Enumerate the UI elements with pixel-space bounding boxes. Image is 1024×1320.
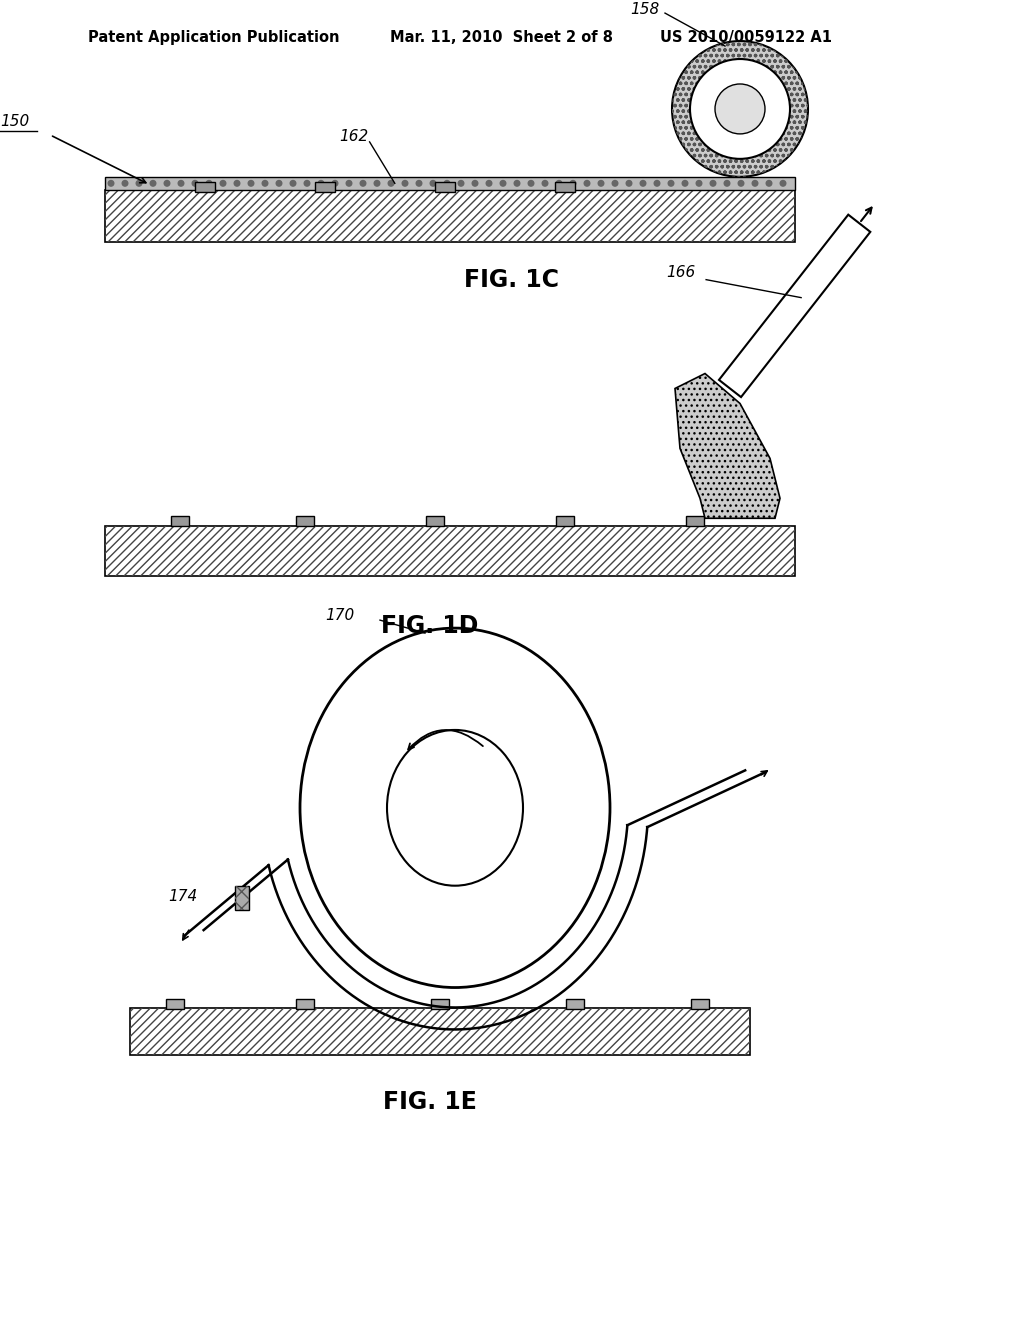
Text: 170: 170 bbox=[325, 607, 354, 623]
Circle shape bbox=[556, 181, 562, 186]
Circle shape bbox=[696, 181, 701, 186]
Circle shape bbox=[164, 181, 170, 186]
Text: Patent Application Publication: Patent Application Publication bbox=[88, 29, 340, 45]
Circle shape bbox=[669, 181, 674, 186]
Circle shape bbox=[276, 181, 282, 186]
Text: FIG. 1D: FIG. 1D bbox=[381, 614, 478, 638]
Bar bbox=[691, 998, 709, 1010]
Bar bbox=[296, 998, 314, 1010]
Bar bbox=[234, 886, 249, 911]
Circle shape bbox=[585, 181, 590, 186]
Circle shape bbox=[738, 181, 743, 186]
Polygon shape bbox=[719, 215, 870, 397]
Circle shape bbox=[682, 181, 688, 186]
Circle shape bbox=[640, 181, 646, 186]
Circle shape bbox=[136, 181, 141, 186]
Text: US 2010/0059122 A1: US 2010/0059122 A1 bbox=[660, 29, 831, 45]
Text: 166: 166 bbox=[666, 265, 695, 280]
Bar bbox=[315, 182, 335, 191]
Text: FIG. 1C: FIG. 1C bbox=[465, 268, 559, 292]
Circle shape bbox=[388, 181, 394, 186]
Circle shape bbox=[444, 181, 450, 186]
Circle shape bbox=[627, 181, 632, 186]
Circle shape bbox=[472, 181, 478, 186]
Bar bbox=[296, 516, 314, 527]
Circle shape bbox=[542, 181, 548, 186]
Circle shape bbox=[612, 181, 617, 186]
Bar bbox=[195, 182, 215, 191]
Circle shape bbox=[514, 181, 520, 186]
Circle shape bbox=[332, 181, 338, 186]
Circle shape bbox=[430, 181, 436, 186]
Bar bbox=[431, 998, 449, 1010]
Circle shape bbox=[234, 181, 240, 186]
Circle shape bbox=[715, 84, 765, 133]
Bar bbox=[171, 516, 189, 527]
Text: 150: 150 bbox=[0, 115, 30, 129]
Circle shape bbox=[528, 181, 534, 186]
Circle shape bbox=[178, 181, 183, 186]
Circle shape bbox=[458, 181, 464, 186]
Circle shape bbox=[360, 181, 366, 186]
Circle shape bbox=[206, 181, 212, 186]
Text: 158: 158 bbox=[630, 1, 659, 17]
Circle shape bbox=[220, 181, 226, 186]
Circle shape bbox=[690, 59, 790, 158]
Bar bbox=[234, 886, 249, 911]
Circle shape bbox=[654, 181, 659, 186]
Text: 162: 162 bbox=[340, 129, 369, 144]
Circle shape bbox=[248, 181, 254, 186]
Circle shape bbox=[711, 181, 716, 186]
Circle shape bbox=[402, 181, 408, 186]
Bar bbox=[426, 516, 444, 527]
Text: 174: 174 bbox=[168, 888, 198, 904]
Circle shape bbox=[262, 181, 268, 186]
Bar bbox=[105, 527, 795, 577]
Circle shape bbox=[500, 181, 506, 186]
Circle shape bbox=[290, 181, 296, 186]
Circle shape bbox=[570, 181, 575, 186]
Bar bbox=[130, 1007, 750, 1056]
Circle shape bbox=[780, 181, 785, 186]
Ellipse shape bbox=[300, 628, 610, 987]
Bar bbox=[105, 177, 795, 190]
Circle shape bbox=[304, 181, 310, 186]
Bar bbox=[555, 182, 575, 191]
Bar bbox=[566, 998, 584, 1010]
Bar bbox=[105, 190, 795, 242]
Text: FIG. 1E: FIG. 1E bbox=[383, 1090, 477, 1114]
Circle shape bbox=[318, 181, 324, 186]
Polygon shape bbox=[675, 374, 780, 519]
Circle shape bbox=[672, 41, 808, 177]
Bar bbox=[105, 527, 795, 577]
Circle shape bbox=[724, 181, 730, 186]
Circle shape bbox=[193, 181, 198, 186]
Circle shape bbox=[346, 181, 352, 186]
Bar bbox=[130, 1007, 750, 1056]
Circle shape bbox=[122, 181, 128, 186]
Circle shape bbox=[598, 181, 604, 186]
Circle shape bbox=[416, 181, 422, 186]
Circle shape bbox=[753, 181, 758, 186]
Circle shape bbox=[766, 181, 772, 186]
Bar bbox=[105, 190, 795, 242]
Circle shape bbox=[109, 181, 114, 186]
Ellipse shape bbox=[387, 730, 523, 886]
Text: Mar. 11, 2010  Sheet 2 of 8: Mar. 11, 2010 Sheet 2 of 8 bbox=[390, 29, 613, 45]
Bar bbox=[556, 516, 574, 527]
Circle shape bbox=[374, 181, 380, 186]
Bar bbox=[166, 998, 184, 1010]
Circle shape bbox=[151, 181, 156, 186]
Circle shape bbox=[486, 181, 492, 186]
Bar bbox=[435, 182, 455, 191]
Bar bbox=[686, 516, 705, 527]
